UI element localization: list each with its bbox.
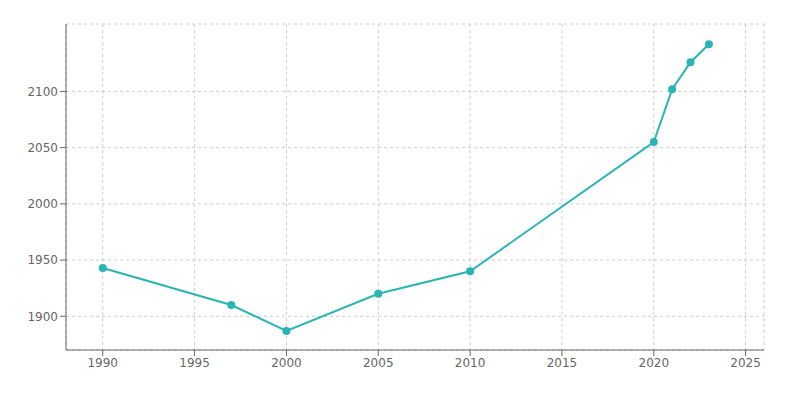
svg-text:1950: 1950: [27, 253, 58, 267]
svg-text:2050: 2050: [27, 141, 58, 155]
svg-text:2100: 2100: [27, 85, 58, 99]
svg-text:1990: 1990: [87, 356, 118, 370]
svg-text:2000: 2000: [271, 356, 302, 370]
svg-text:2025: 2025: [730, 356, 761, 370]
svg-text:2020: 2020: [639, 356, 670, 370]
svg-text:1900: 1900: [27, 310, 58, 324]
svg-text:2000: 2000: [27, 197, 58, 211]
svg-text:2010: 2010: [455, 356, 486, 370]
svg-text:1995: 1995: [179, 356, 210, 370]
svg-text:2015: 2015: [547, 356, 578, 370]
svg-text:2005: 2005: [363, 356, 394, 370]
